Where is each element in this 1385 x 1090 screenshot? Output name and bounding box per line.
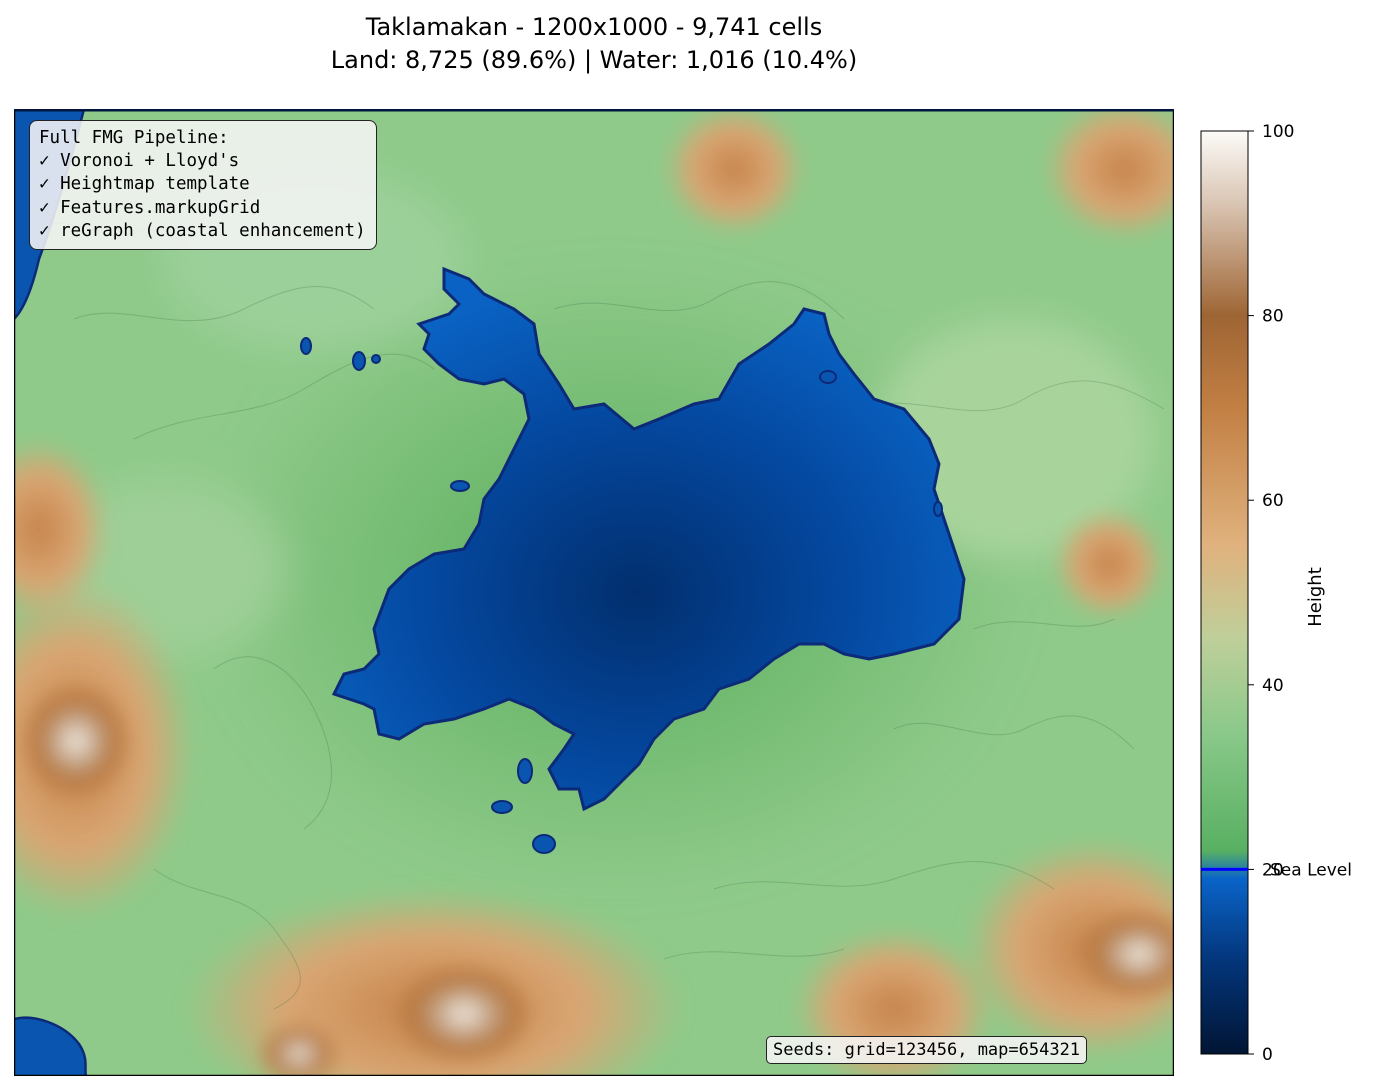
pond [532,834,556,854]
colorbar-tick-label: 40 [1262,676,1284,696]
peak [1079,909,1174,999]
highland [1054,509,1164,619]
highland [1044,109,1174,239]
peak [21,683,131,799]
pond [450,480,470,492]
pond [352,351,366,371]
highland [664,109,804,234]
pipeline-info-box: Full FMG Pipeline: ✓ Voronoi + Lloyd's ✓ H… [29,120,377,251]
pond [517,758,533,784]
pond [933,501,943,517]
colorbar-tick-label: 20 [1262,860,1284,880]
peak [259,1024,339,1076]
central-lake [331,266,966,812]
colorbar-tick-label: 60 [1262,491,1284,511]
pipeline-heading: Full FMG Pipeline: [39,128,229,148]
pond [819,370,837,384]
colorbar-tick-label: 100 [1262,122,1294,142]
map-subtitle: Land: 8,725 (89.6%) | Water: 1,016 (10.4… [330,46,858,74]
pond [371,354,381,364]
colorbar-gradient [1200,130,1249,1055]
height-colorbar: 0 20 40 60 80 100 Sea Level Height [1200,122,1352,1065]
water-corner [14,1017,86,1076]
highland [14,439,109,619]
heightmap [14,109,1174,1076]
pond [300,337,312,355]
pipeline-step: ✓ reGraph (coastal enhancement) [39,220,366,241]
pipeline-step: ✓ Features.markupGrid [39,197,261,218]
pipeline-step: ✓ Voronoi + Lloyd's [39,151,240,172]
map-title: Taklamakan - 1200x1000 - 9,741 cells [365,13,823,41]
colorbar-tick-label: 80 [1262,307,1284,327]
highland [964,839,1174,1059]
colorbar-axis-label: Height [1305,567,1326,627]
pond [491,800,513,814]
colorbar-tick-label: 0 [1262,1045,1273,1065]
seed-info-box: Seeds: grid=123456, map=654321 [766,1036,1088,1064]
sea-level-label: Sea Level [1270,860,1352,880]
pipeline-step: ✓ Heightmap template [39,174,250,195]
peak [394,964,534,1064]
